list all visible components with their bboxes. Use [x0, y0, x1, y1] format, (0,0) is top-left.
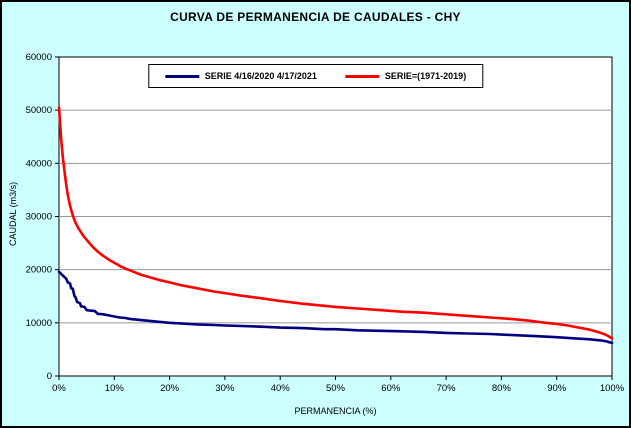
series-line-1: [57, 106, 614, 340]
x-tick-label: 90%: [547, 383, 567, 394]
legend-item-serie-1971-2019: SERIE=(1971-2019): [344, 71, 467, 81]
legend-label-serie-2020-2021: SERIE 4/16/2020 4/17/2021: [204, 71, 317, 81]
y-tick-label: 60000: [26, 52, 52, 63]
legend-item-serie-2020-2021: SERIE 4/16/2020 4/17/2021: [164, 71, 317, 81]
x-tick-label: 50%: [326, 383, 346, 394]
y-tick-label: 20000: [26, 265, 52, 276]
y-tick-label: 40000: [26, 158, 52, 169]
y-tick-label: 30000: [26, 212, 52, 223]
legend: SERIE 4/16/2020 4/17/2021 SERIE=(1971-20…: [147, 64, 484, 88]
x-tick-label: 30%: [215, 383, 235, 394]
y-tick-label: 0: [47, 371, 52, 382]
legend-swatch: [164, 74, 199, 78]
x-tick-label: 20%: [160, 383, 180, 394]
x-tick-label: 40%: [271, 383, 291, 394]
legend-label-serie-1971-2019: SERIE=(1971-2019): [384, 71, 467, 81]
x-tick-label: 70%: [437, 383, 457, 394]
x-tick-label: 0%: [52, 383, 66, 394]
chart-title: CURVA DE PERMANENCIA DE CAUDALES - CHY: [170, 10, 461, 24]
series-line-0: [57, 270, 614, 345]
x-axis-label: PERMANENCIA (%): [294, 406, 377, 416]
x-tick-label: 80%: [492, 383, 512, 394]
x-tick-label: 60%: [381, 383, 401, 394]
legend-swatch: [344, 74, 379, 78]
y-tick-label: 10000: [26, 318, 52, 329]
y-axis-label: CAUDAL (m3/s): [8, 181, 18, 247]
x-tick-label: 100%: [600, 383, 625, 394]
y-tick-label: 50000: [26, 105, 52, 116]
x-tick-label: 10%: [105, 383, 125, 394]
